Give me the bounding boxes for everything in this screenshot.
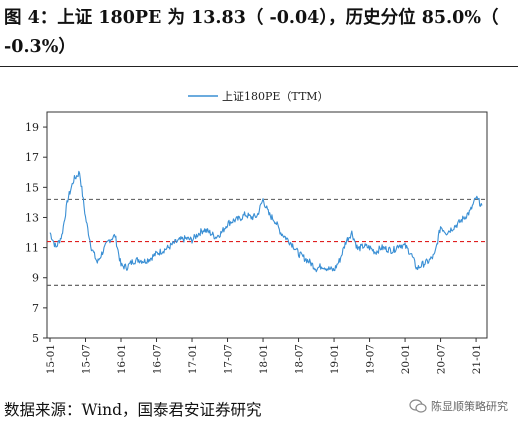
- watermark-label: 陈显顺策略研究: [431, 400, 508, 413]
- x-tick-label: 21-01: [471, 344, 483, 374]
- x-tick-label: 18-07: [294, 344, 306, 374]
- x-tick-label: 15-01: [45, 344, 57, 374]
- title-divider: [0, 66, 518, 67]
- y-tick-label: 17: [25, 151, 39, 164]
- y-tick-label: 13: [25, 211, 39, 224]
- y-tick-label: 11: [25, 242, 39, 255]
- y-axis: 5 7 9 11 13 15 17 19: [25, 121, 47, 345]
- reference-lines: [47, 198, 487, 286]
- legend-label: 上证180PE（TTM）: [222, 90, 329, 103]
- wechat-icon: [409, 399, 427, 413]
- pe-line-chart: 上证180PE（TTM） 5 7 9 11 13 15 17 19 15-01 15-07 16-…: [25, 90, 488, 374]
- plot-area: [46, 111, 488, 339]
- x-tick-label: 18-01: [258, 344, 270, 374]
- x-tick-label: 17-01: [187, 344, 199, 374]
- x-tick-label: 19-07: [365, 344, 377, 374]
- x-tick-label: 19-01: [329, 344, 341, 374]
- x-tick-label: 20-01: [400, 344, 412, 374]
- watermark: 陈显顺策略研究: [409, 398, 508, 414]
- y-tick-label: 15: [25, 181, 39, 194]
- pe-series-line: [49, 170, 483, 273]
- x-tick-label: 17-07: [223, 344, 235, 374]
- series-layer: [49, 170, 483, 273]
- source-note: 数据来源：Wind，国泰君安证券研究: [4, 401, 262, 419]
- x-tick-label: 20-07: [436, 344, 448, 374]
- chart-legend: 上证180PE（TTM）: [188, 90, 329, 103]
- y-tick-label: 19: [25, 121, 39, 134]
- y-tick-label: 9: [32, 272, 39, 285]
- y-tick-label: 5: [32, 332, 39, 345]
- x-axis: 15-01 15-07 16-01 16-07 17-01 17-07 18-01 18-07…: [45, 338, 483, 374]
- y-tick-label: 7: [32, 302, 39, 315]
- x-tick-label: 16-01: [116, 344, 128, 374]
- figure-title: 图 4：上证 180PE 为 13.83（ -0.04），历史分位 85.0%（…: [4, 8, 499, 57]
- x-tick-label: 15-07: [81, 344, 93, 374]
- x-tick-label: 16-07: [152, 344, 164, 374]
